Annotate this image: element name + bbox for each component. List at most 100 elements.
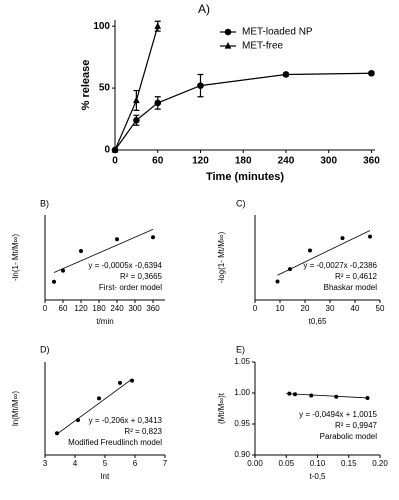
point — [133, 116, 140, 124]
fit-line — [56, 378, 133, 435]
x-tick-label: 0.15 — [341, 459, 357, 468]
x-tick-label: 180 — [92, 304, 106, 313]
y-tick-label: 0.95 — [234, 419, 250, 428]
x-tick-label: 4 — [73, 459, 78, 468]
point — [287, 391, 292, 396]
point — [308, 248, 312, 253]
point — [368, 69, 375, 77]
annotation: R² = 0,3665 — [120, 272, 163, 281]
panel-title: D) — [40, 344, 50, 354]
y-axis-label: -ln(1- Mt/M∞) — [11, 234, 20, 281]
y-tick-label: 0 — [104, 145, 110, 156]
panel: D) 3 4 5 6 7 lnt ln(Mt/M∞) y = -0,206x + 0,3413 R… — [11, 344, 168, 481]
x-tick-label: 0 — [43, 304, 48, 313]
annotation: y = -0,0027x -0,2386 — [303, 261, 377, 270]
annotation: y = -0,0005x -0,6394 — [88, 261, 162, 270]
x-tick-label: 7 — [163, 459, 168, 468]
point — [115, 237, 119, 242]
x-tick-label: 0.10 — [310, 459, 326, 468]
legend-label: MET-loaded NP — [242, 27, 313, 38]
y-axis-label: ln(Mt/M∞) — [11, 391, 20, 426]
annotation: R² = 0,9947 — [335, 421, 378, 430]
y-axis-label: -log(1- Mt/M∞) — [217, 231, 226, 283]
point — [52, 279, 56, 284]
x-tick-label: 120 — [192, 156, 209, 167]
point — [76, 418, 80, 423]
point — [154, 22, 162, 29]
point — [334, 394, 339, 399]
annotation: Bhaskar model — [324, 283, 378, 292]
annotation: y = -0,0494x + 1,0015 — [299, 410, 377, 419]
point — [368, 234, 372, 239]
panel-title: A) — [198, 2, 210, 16]
y-tick-label: 100 — [93, 21, 110, 32]
x-tick-label: 0.05 — [278, 459, 294, 468]
point — [61, 268, 65, 273]
x-tick-label: 300 — [128, 304, 142, 313]
point — [309, 393, 314, 398]
x-tick-label: 30 — [326, 304, 335, 313]
x-tick-label: 0 — [112, 156, 118, 167]
point — [79, 248, 83, 253]
point — [282, 71, 290, 78]
point — [224, 28, 232, 36]
point — [151, 235, 155, 240]
point — [275, 279, 280, 284]
x-tick-label: 3 — [43, 459, 48, 468]
y-axis-label: % release — [80, 60, 92, 111]
x-axis-label: t/min — [96, 317, 113, 326]
x-axis-label: t0,65 — [309, 317, 327, 326]
panel-title: C) — [236, 198, 246, 208]
y-tick-label: 1.05 — [234, 357, 250, 366]
x-tick-label: 300 — [320, 156, 337, 167]
x-tick-label: 180 — [235, 156, 252, 167]
x-tick-label: 0 — [253, 304, 258, 313]
x-tick-label: 240 — [278, 156, 295, 167]
point — [118, 380, 122, 385]
x-tick-label: 360 — [363, 156, 380, 167]
panel: E) 0.00 0.05 0.10 0.15 0.20 0.90 0.95 1.00 1.05 t-… — [217, 344, 388, 481]
panel-title: E) — [236, 344, 245, 354]
point — [224, 42, 232, 49]
panel: C) 0 10 20 30 40 50 t0,65 -log(1- Mt/M∞) y = -0,0… — [217, 198, 385, 326]
series-line — [114, 72, 372, 151]
fit-line — [277, 230, 371, 276]
x-tick-label: 120 — [74, 304, 88, 313]
x-axis-label: t-0,5 — [309, 472, 326, 481]
annotation: Modified Freudlinch model — [68, 438, 162, 447]
annotation: Parabolic model — [320, 432, 378, 441]
fit-line — [53, 229, 154, 273]
point — [111, 146, 119, 153]
x-tick-label: 50 — [376, 304, 385, 313]
x-tick-label: 20 — [301, 304, 310, 313]
x-tick-label: 60 — [59, 304, 68, 313]
point — [197, 82, 204, 89]
x-tick-label: 5 — [103, 459, 108, 468]
point — [154, 99, 162, 107]
y-tick-label: 0.90 — [234, 450, 250, 459]
point — [340, 236, 345, 241]
y-tick-label: 1.00 — [234, 388, 250, 397]
point — [365, 395, 370, 400]
x-axis-label: lnt — [101, 472, 110, 481]
x-tick-label: 0.20 — [372, 459, 388, 468]
x-axis-label: Time (minutes) — [206, 171, 284, 183]
x-tick-label: 6 — [133, 459, 138, 468]
fit-line — [286, 393, 368, 399]
point — [293, 392, 297, 397]
point — [130, 378, 134, 383]
point — [97, 396, 101, 401]
annotation: R² = 0,823 — [124, 427, 162, 436]
annotation: R² = 0,4612 — [335, 272, 378, 281]
legend-label: MET-free — [242, 41, 284, 52]
point — [55, 431, 59, 436]
y-tick-label: 50 — [99, 83, 111, 94]
panel: A) 0 60 120 180 240 300 360 0 50 100 Time (minutes)… — [80, 2, 380, 183]
annotation: First- order model — [99, 283, 162, 292]
annotation: y = -0,206x + 0,3413 — [89, 416, 163, 425]
x-tick-label: 240 — [110, 304, 124, 313]
panel-title: B) — [40, 198, 49, 208]
x-tick-label: 40 — [351, 304, 360, 313]
panel: B) 0 60 120 180 240 300 360 t/min -ln(1- Mt/M∞) y … — [11, 198, 165, 326]
y-axis-label: (Mt/M∞)t — [217, 392, 226, 424]
